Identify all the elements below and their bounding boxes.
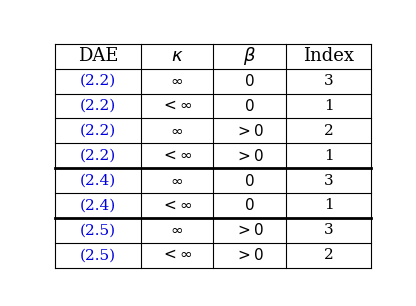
Text: (2.2): (2.2) [80,149,116,163]
Text: $< \infty$: $< \infty$ [161,199,193,212]
Text: (2.4): (2.4) [80,174,116,188]
Text: 1: 1 [324,199,333,212]
Text: $\infty$: $\infty$ [171,174,183,188]
Text: 1: 1 [324,99,333,113]
Text: 3: 3 [324,174,333,188]
Text: $< \infty$: $< \infty$ [161,248,193,262]
Text: $0$: $0$ [244,98,255,114]
Text: $\infty$: $\infty$ [171,74,183,88]
Text: $\infty$: $\infty$ [171,223,183,237]
Text: $< \infty$: $< \infty$ [161,99,193,113]
Text: $0$: $0$ [244,73,255,89]
Text: $\beta$: $\beta$ [243,45,256,67]
Text: $> 0$: $> 0$ [235,247,264,263]
Text: $\infty$: $\infty$ [171,124,183,138]
Text: $< \infty$: $< \infty$ [161,149,193,163]
Text: $\kappa$: $\kappa$ [171,47,183,65]
Text: 2: 2 [324,248,333,262]
Text: $> 0$: $> 0$ [235,123,264,139]
Text: (2.5): (2.5) [80,223,116,237]
Text: DAE: DAE [78,47,118,65]
Text: 3: 3 [324,223,333,237]
Text: $> 0$: $> 0$ [235,222,264,238]
Text: (2.2): (2.2) [80,99,116,113]
Text: $> 0$: $> 0$ [235,148,264,164]
Text: (2.4): (2.4) [80,199,116,212]
Text: $0$: $0$ [244,173,255,188]
Text: (2.2): (2.2) [80,124,116,138]
Text: 2: 2 [324,124,333,138]
Text: Index: Index [303,47,354,65]
Text: (2.5): (2.5) [80,248,116,262]
Text: (2.2): (2.2) [80,74,116,88]
Text: $0$: $0$ [244,197,255,214]
Text: 3: 3 [324,74,333,88]
Text: 1: 1 [324,149,333,163]
